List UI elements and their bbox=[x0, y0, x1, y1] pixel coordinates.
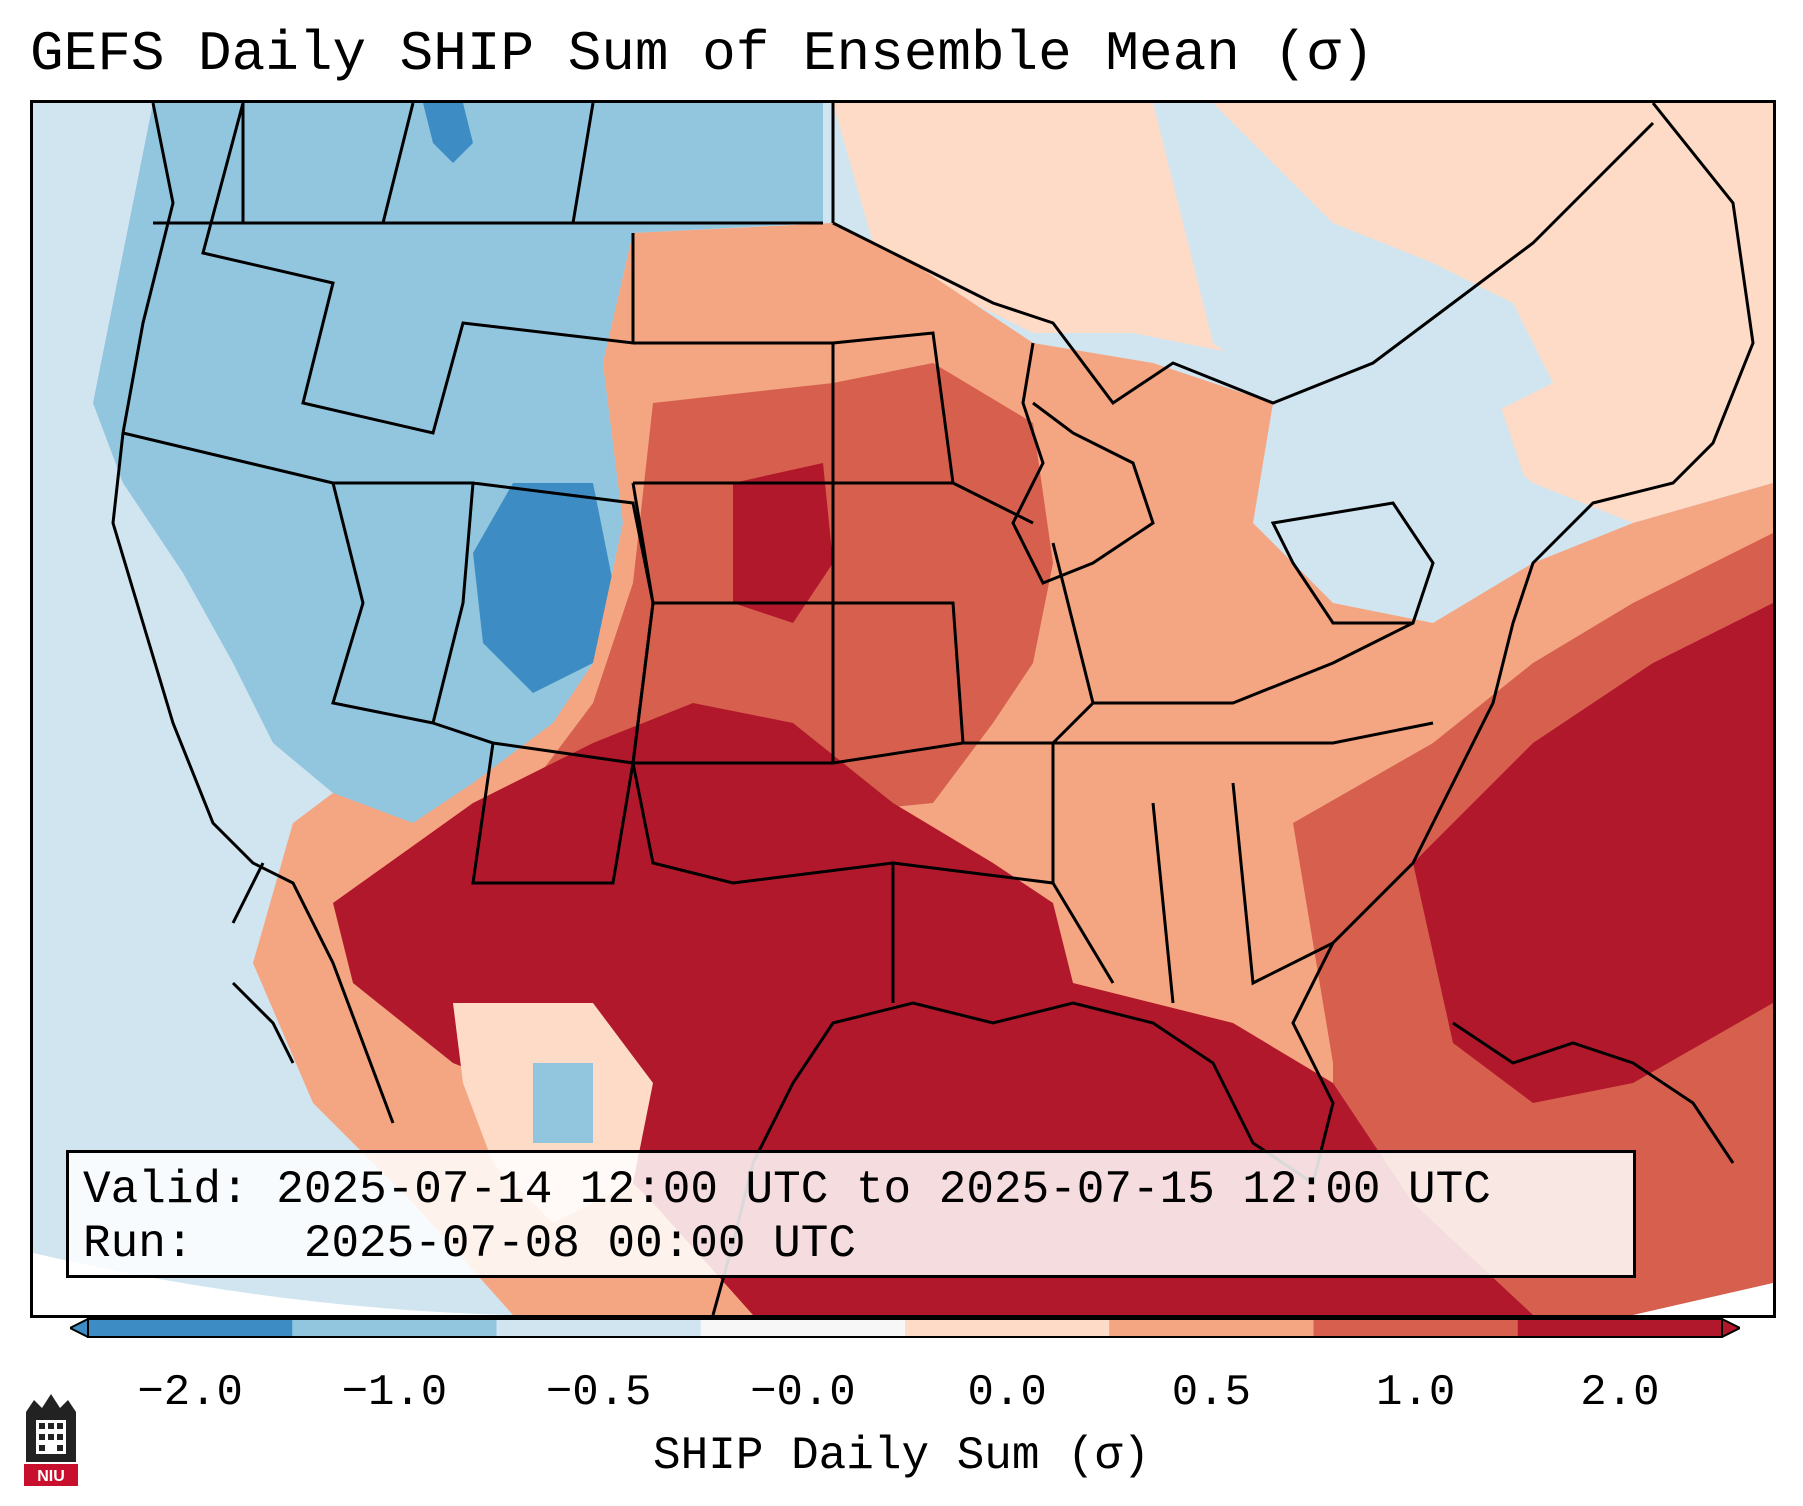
colorbar-segment bbox=[88, 1319, 293, 1337]
strong-positive-region-offshore bbox=[1413, 603, 1773, 1103]
run-value: 2025-07-08 00:00 UTC bbox=[303, 1218, 856, 1270]
colorbar-extend-high bbox=[1721, 1318, 1740, 1338]
negative-region-mexico bbox=[533, 1063, 593, 1143]
colorbar-outline bbox=[87, 1318, 1723, 1338]
niu-logo-text: NIU bbox=[37, 1468, 65, 1485]
colorbar-segment bbox=[905, 1319, 1110, 1337]
ship-anomaly-map bbox=[33, 103, 1773, 1315]
colorbar-tick-label: −0.0 bbox=[750, 1368, 856, 1418]
strong-positive-region-nebraska bbox=[733, 463, 833, 623]
outside-domain-corner-right bbox=[1633, 1283, 1773, 1315]
colorbar-segments bbox=[70, 1318, 1740, 1338]
colorbar-tick-label: −2.0 bbox=[137, 1368, 243, 1418]
eastern-states bbox=[1051, 542, 1434, 1004]
colorbar-segment bbox=[1313, 1319, 1519, 1337]
weak-negative-region-quebec bbox=[1153, 103, 1553, 423]
strong-negative-region-colorado bbox=[473, 483, 613, 693]
east-gulf-coastline bbox=[711, 103, 1755, 1315]
great-lakes-outline bbox=[1011, 342, 1155, 585]
canada-border-east bbox=[832, 121, 1655, 406]
west-coastline bbox=[111, 103, 395, 1124]
colorbar-tick-label: −1.0 bbox=[341, 1368, 448, 1418]
valid-label: Valid: bbox=[83, 1164, 249, 1216]
colorbar bbox=[70, 1318, 1740, 1338]
niu-logo-icon: NIU bbox=[24, 1394, 78, 1486]
map-title: GEFS Daily SHIP Sum of Ensemble Mean (σ) bbox=[30, 22, 1375, 86]
colorbar-tick-label: −0.5 bbox=[545, 1368, 652, 1418]
colorbar-segment bbox=[1109, 1319, 1314, 1337]
plains-states bbox=[631, 341, 835, 765]
colorbar-tick-label: 1.0 bbox=[1376, 1368, 1456, 1418]
valid-value: 2025-07-14 12:00 UTC to 2025-07-15 12:00… bbox=[276, 1164, 1491, 1216]
colorbar-segment bbox=[1517, 1319, 1723, 1337]
validity-info-box: Valid: 2025-07-14 12:00 UTC to 2025-07-1… bbox=[66, 1150, 1636, 1278]
mid-atlantic-states bbox=[1270, 501, 1435, 625]
baja-islands bbox=[231, 862, 295, 1064]
colorbar-extend-low bbox=[70, 1318, 89, 1338]
colorbar-segment bbox=[700, 1319, 906, 1337]
run-label: Run: bbox=[83, 1218, 194, 1270]
negative-region-west bbox=[93, 103, 823, 823]
colorbar-segment bbox=[292, 1319, 497, 1337]
colorbar-tick-label: 2.0 bbox=[1580, 1368, 1660, 1418]
colorbar-segment bbox=[496, 1319, 702, 1337]
colorbar-label: SHIP Daily Sum (σ) bbox=[653, 1430, 1150, 1482]
strong-negative-region-north bbox=[423, 103, 473, 163]
weak-negative-region-northeast-us bbox=[1253, 383, 1533, 583]
colorbar-tick-label: 0.5 bbox=[1171, 1368, 1251, 1418]
northwest-states bbox=[122, 103, 635, 485]
borders-layer bbox=[111, 103, 1755, 1315]
canadian-provinces bbox=[241, 103, 835, 224]
colorbar-tick-label: 0.0 bbox=[967, 1368, 1047, 1418]
map-panel bbox=[30, 100, 1776, 1318]
southwest-states bbox=[471, 742, 895, 1003]
midwest-states bbox=[832, 331, 1055, 885]
caribbean-islands bbox=[1452, 1021, 1735, 1164]
outside-domain-corner bbox=[33, 1253, 633, 1315]
colorbar-ticks: −2.0 −1.0 −0.5 −0.0 0.0 0.5 1.0 2.0 bbox=[0, 1368, 1803, 1428]
